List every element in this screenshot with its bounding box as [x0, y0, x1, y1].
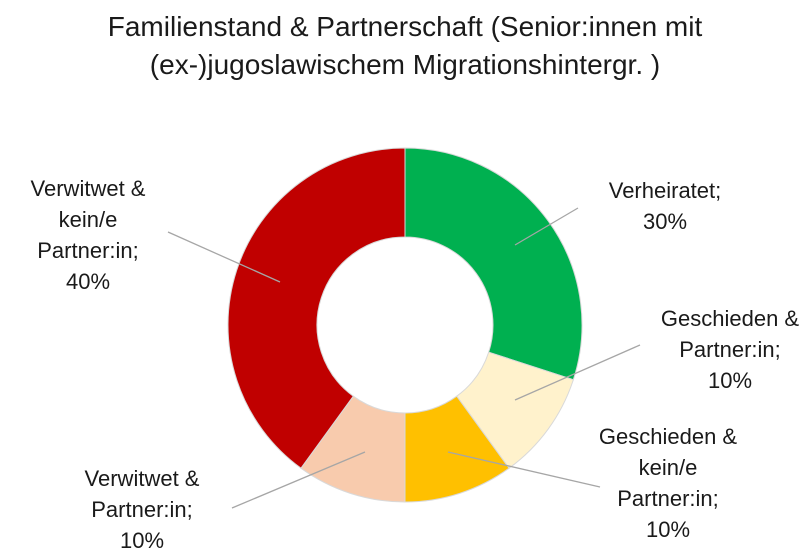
- leader-line: [514, 344, 641, 401]
- category-label: Verwitwet & kein/e Partner:in;: [30, 176, 146, 263]
- category-label: Verheiratet;: [608, 178, 722, 203]
- data-label: Verwitwet & Partner:in; 10%: [62, 463, 222, 548]
- leader-line: [447, 451, 601, 488]
- donut-slice: [227, 147, 406, 469]
- leader-line: [231, 451, 366, 509]
- donut-slice: [404, 147, 583, 381]
- category-label: Geschieden & Partner:in;: [660, 306, 800, 362]
- category-label: Geschieden & kein/e Partner:in;: [598, 424, 738, 511]
- value-label: 10%: [645, 517, 691, 542]
- category-label: Verwitwet & Partner:in;: [84, 466, 200, 522]
- chart-title: Familienstand & Partnerschaft (Senior:in…: [107, 11, 703, 80]
- value-label: 30%: [642, 209, 688, 234]
- data-label: Verheiratet; 30%: [590, 175, 740, 237]
- value-label: 40%: [65, 269, 111, 294]
- data-label: Geschieden & kein/e Partner:in; 10%: [598, 421, 738, 545]
- data-label: Geschieden & Partner:in; 10%: [650, 303, 810, 396]
- leader-line: [167, 231, 281, 283]
- value-label: 10%: [119, 528, 165, 548]
- value-label: 10%: [707, 368, 753, 393]
- data-label: Verwitwet & kein/e Partner:in; 40%: [18, 173, 158, 297]
- leader-line: [514, 207, 579, 246]
